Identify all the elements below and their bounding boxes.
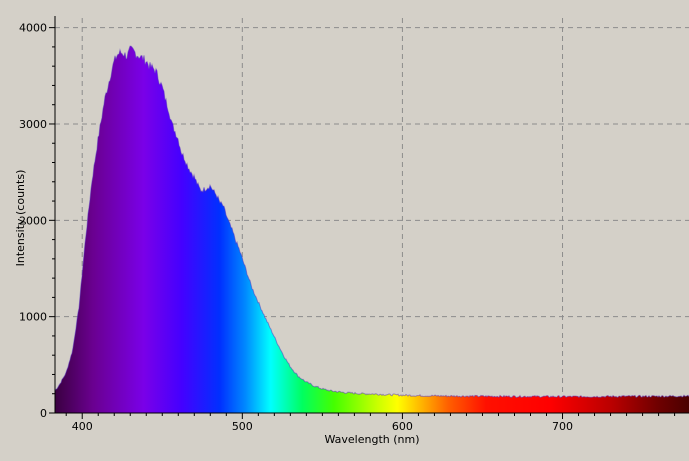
x-axis-label: Wavelength (nm) <box>324 433 419 446</box>
y-axis-label: Intensity (counts) <box>14 170 27 267</box>
y-tick-label-0: 0 <box>40 407 47 420</box>
y-tick-label-1000: 1000 <box>19 311 47 324</box>
axes <box>54 16 689 414</box>
spectrum-edge <box>54 45 689 399</box>
x-tick-label-600: 600 <box>392 420 413 433</box>
x-tick-label-500: 500 <box>232 420 253 433</box>
x-axis-ticks: 400 500 600 700 <box>65 413 676 433</box>
spectrum-area <box>55 46 689 413</box>
y-tick-label-3000: 3000 <box>19 118 47 131</box>
grid-lines <box>55 18 689 413</box>
x-tick-label-400: 400 <box>72 420 93 433</box>
y-tick-label-4000: 4000 <box>19 22 47 35</box>
y-axis-ticks: 0 1000 2000 3000 4000 <box>19 22 55 420</box>
x-tick-label-700: 700 <box>552 420 573 433</box>
y-tick-label-2000: 2000 <box>19 214 47 227</box>
